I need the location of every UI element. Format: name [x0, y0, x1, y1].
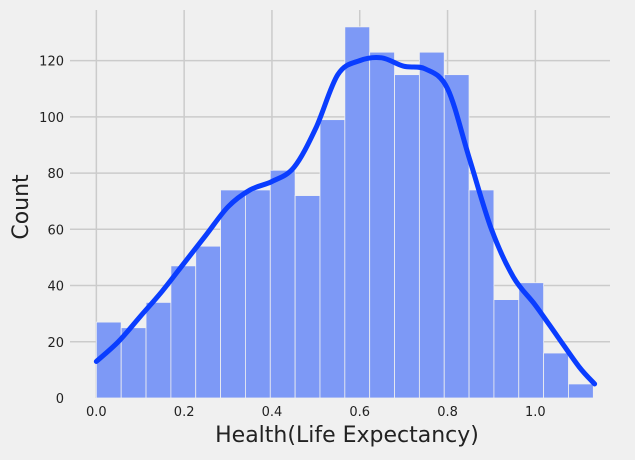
x-tick-label: 0.2: [174, 405, 195, 420]
histogram-bar: [220, 189, 246, 399]
histogram-bar: [319, 119, 346, 399]
histogram-bar: [418, 51, 445, 399]
histogram-bar: [195, 245, 221, 399]
y-tick-label: 0: [56, 392, 64, 407]
histogram-bar: [145, 302, 172, 399]
histogram-bar: [369, 51, 395, 399]
kde-layer: [93, 54, 598, 387]
x-tick-label: 1.0: [525, 405, 546, 420]
y-tick-label: 100: [39, 111, 64, 126]
bars-layer: [95, 26, 594, 399]
histogram-bar: [344, 26, 371, 399]
histogram-bar: [568, 383, 594, 399]
x-tick-label: 0.4: [262, 405, 283, 420]
histogram-bar: [543, 352, 569, 399]
y-axis-title: Count: [9, 174, 34, 240]
x-tick-labels: 0.0 0.2 0.4 0.6 0.8 1.0: [86, 405, 546, 420]
histogram-bar: [245, 189, 271, 399]
histogram-bar: [394, 74, 420, 399]
y-tick-label: 20: [47, 336, 64, 351]
x-tick-label: 0.0: [86, 405, 107, 420]
histogram-bar: [493, 299, 520, 399]
x-tick-label: 0.8: [437, 405, 458, 420]
kde-curve: [93, 54, 598, 387]
histogram-bar: [269, 169, 296, 399]
histogram-bar: [294, 195, 321, 399]
histogram-bar: [170, 265, 197, 399]
y-tick-label: 60: [47, 223, 64, 238]
x-tick-label: 0.6: [349, 405, 370, 420]
y-tick-label: 40: [47, 280, 64, 295]
y-tick-label: 80: [47, 167, 64, 182]
histogram-bar: [443, 74, 470, 399]
x-axis-title: Health(Life Expectancy): [215, 423, 479, 448]
y-tick-labels: 0 20 40 60 80 100 120: [39, 55, 64, 407]
y-tick-label: 120: [39, 55, 64, 70]
